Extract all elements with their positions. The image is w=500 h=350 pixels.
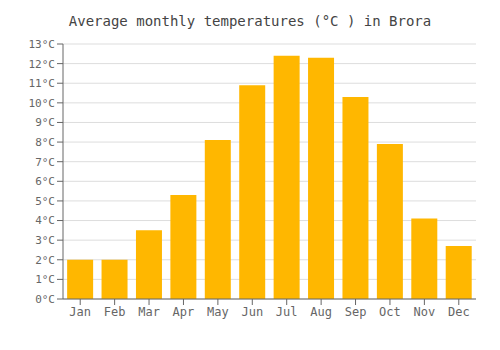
svg-text:1°C: 1°C xyxy=(35,273,55,286)
svg-text:Dec: Dec xyxy=(448,305,470,319)
svg-text:Jun: Jun xyxy=(241,305,263,319)
svg-text:Oct: Oct xyxy=(379,305,401,319)
svg-text:4°C: 4°C xyxy=(35,214,55,227)
svg-text:2°C: 2°C xyxy=(35,254,55,267)
svg-text:Jul: Jul xyxy=(276,305,298,319)
svg-text:Nov: Nov xyxy=(414,305,436,319)
svg-text:11°C: 11°C xyxy=(29,77,56,90)
svg-text:10°C: 10°C xyxy=(29,97,56,110)
html-text:Average monthly temperatures (: Average monthly temperatures (°C ) in Br… xyxy=(68,13,432,29)
svg-text:0°C: 0°C xyxy=(35,293,55,306)
svg-text:7°C: 7°C xyxy=(35,156,55,169)
svg-text:13°C: 13°C xyxy=(29,38,56,51)
svg-text:8°C: 8°C xyxy=(35,136,55,149)
svg-text:Mar: Mar xyxy=(138,305,160,319)
svg-text:Sep: Sep xyxy=(345,305,367,319)
svg-text:Apr: Apr xyxy=(173,305,195,319)
svg-text:Jan: Jan xyxy=(69,305,91,319)
svg-text:6°C: 6°C xyxy=(35,175,55,188)
svg-text:12°C: 12°C xyxy=(29,58,56,71)
svg-text:3°C: 3°C xyxy=(35,234,55,247)
svg-text:Aug: Aug xyxy=(310,305,332,319)
svg-text:Feb: Feb xyxy=(104,305,126,319)
svg-text:5°C: 5°C xyxy=(35,195,55,208)
svg-text:9°C: 9°C xyxy=(35,116,55,129)
svg-text:May: May xyxy=(207,305,229,319)
